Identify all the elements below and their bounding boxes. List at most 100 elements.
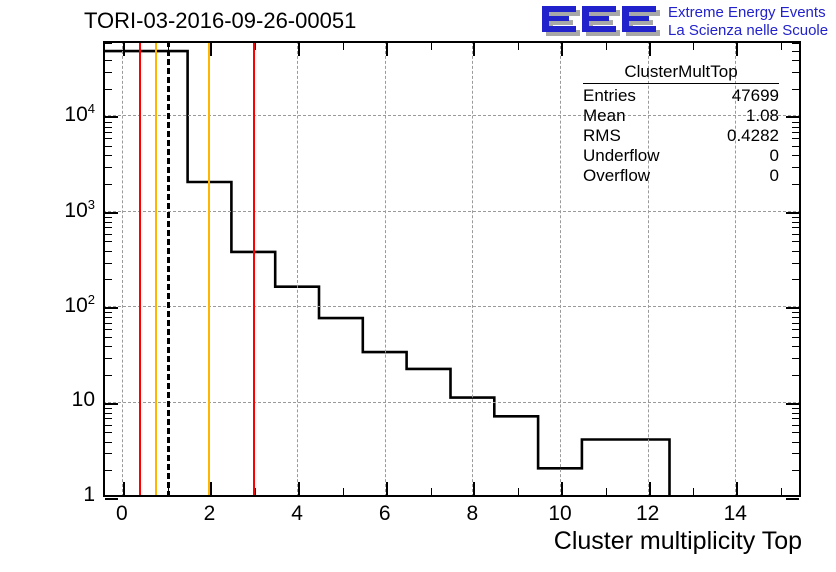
x-axis-tick — [781, 488, 783, 495]
eee-logo-line1: Extreme Energy Events — [668, 4, 826, 21]
x-axis-tick-label: 10 — [548, 502, 572, 525]
x-axis-tick-top — [648, 43, 651, 56]
y-axis-tick-right — [792, 312, 799, 314]
stats-row: Overflow 0 — [583, 166, 779, 186]
x-axis-tick-top — [385, 43, 388, 56]
y-axis-tick-right — [792, 346, 799, 348]
y-axis-tick — [105, 221, 112, 223]
stats-rows: Entries 47699 Mean 1.08 RMS 0.4282 Underflow 0 O… — [583, 86, 779, 186]
stats-row-value: 0 — [769, 146, 779, 165]
grid-line-horizontal — [103, 306, 801, 308]
x-axis-tick-top — [255, 43, 257, 50]
x-axis-title: Cluster multiplicity Top — [553, 527, 802, 555]
y-axis-tick-right — [792, 424, 799, 426]
grid-line-vertical — [384, 41, 386, 497]
stats-row-label: Overflow — [583, 166, 651, 185]
marker-line-mean-dashed — [167, 41, 171, 497]
stats-row-value: 47699 — [731, 86, 779, 105]
y-axis-tick — [105, 217, 112, 219]
y-axis-tick-right — [792, 317, 799, 319]
y-axis-tick — [105, 358, 112, 360]
y-axis-tick-right — [792, 374, 799, 376]
y-axis-tick — [105, 470, 112, 472]
x-axis-tick-label: 4 — [291, 502, 303, 525]
y-axis-tick-right — [792, 470, 799, 472]
y-axis-tick — [105, 322, 112, 324]
x-axis-tick — [210, 482, 213, 495]
grid-line-vertical — [735, 41, 737, 497]
y-axis-tick-right — [786, 116, 799, 119]
y-axis-tick-label: 10 — [71, 387, 95, 411]
stats-row: RMS 0.4282 — [583, 126, 779, 146]
grid-line-horizontal — [103, 115, 801, 117]
x-axis-tick — [430, 488, 432, 495]
stats-row-value: 1.08 — [745, 106, 779, 125]
x-axis-tick-label: 0 — [115, 502, 128, 525]
x-axis-tick — [122, 482, 125, 495]
y-axis-tick-right — [792, 262, 799, 264]
y-axis-tick-right — [792, 155, 799, 157]
grid-line-horizontal — [103, 401, 801, 403]
y-axis-tick — [105, 407, 112, 409]
grid-line-vertical — [121, 41, 123, 497]
y-axis-tick-right — [792, 221, 799, 223]
y-axis-tick-right — [792, 412, 799, 414]
x-axis-tick-top — [693, 43, 695, 50]
y-axis-tick — [105, 279, 112, 281]
grid-line-vertical — [647, 41, 649, 497]
y-axis-tick — [105, 241, 112, 243]
x-axis-tick-top — [736, 43, 739, 56]
y-axis-tick — [105, 88, 112, 90]
stats-row-value: 0.4282 — [727, 126, 779, 145]
x-axis-tick-top — [122, 43, 125, 56]
y-axis-tick — [105, 145, 112, 147]
y-axis-tick-right — [792, 432, 799, 434]
y-axis-tick-right — [792, 279, 799, 281]
y-axis-tick — [105, 126, 112, 128]
y-axis-tick-right — [792, 59, 799, 61]
y-axis-tick — [105, 432, 112, 434]
x-axis-tick-label: 6 — [378, 502, 391, 525]
x-axis-tick-label: 14 — [723, 502, 747, 525]
y-axis-tick — [105, 346, 112, 348]
x-axis-tick — [342, 488, 344, 495]
y-axis-tick-right — [792, 453, 799, 455]
y-axis-tick-right — [792, 217, 799, 219]
y-axis-tick-right — [786, 211, 799, 214]
stats-divider — [583, 83, 779, 84]
x-axis-tick — [736, 482, 739, 495]
y-axis-tick — [105, 121, 112, 123]
eee-logo-mark — [542, 6, 660, 36]
y-axis-tick-right — [786, 307, 799, 310]
plot-frame — [103, 41, 801, 500]
marker-line-red-high — [253, 41, 256, 497]
y-axis-tick-right — [792, 329, 799, 331]
stats-row-value: 0 — [769, 166, 779, 185]
x-axis-tick-top — [298, 43, 301, 56]
x-axis-tick — [167, 488, 169, 495]
y-axis-tick — [105, 155, 112, 157]
y-axis-tick — [105, 262, 112, 264]
x-axis-tick — [605, 488, 607, 495]
page-title: TORI-03-2016-09-26-00051 — [84, 8, 357, 33]
y-axis-tick — [105, 132, 112, 134]
grid-line-horizontal — [103, 210, 801, 212]
y-axis-tick — [105, 329, 112, 331]
x-axis-tick — [561, 482, 563, 495]
x-axis-tick-top — [210, 43, 213, 56]
x-axis-tick-top — [473, 43, 476, 56]
y-axis-tick-right — [792, 183, 799, 185]
x-axis-tick — [385, 482, 388, 495]
stats-row-label: Mean — [583, 106, 626, 125]
y-axis-tick-right — [792, 407, 799, 409]
y-axis-tick-label: 103 — [64, 196, 95, 222]
marker-line-orange-low — [155, 41, 158, 497]
x-axis-tick-top — [342, 43, 344, 50]
y-axis-tick — [105, 183, 112, 185]
stats-row-label: RMS — [583, 126, 621, 145]
y-axis-tick-right — [792, 132, 799, 134]
eee-logo: Extreme Energy Events La Scienza nelle S… — [540, 3, 832, 43]
x-axis-tick — [648, 482, 651, 495]
y-axis-tick — [105, 441, 112, 443]
